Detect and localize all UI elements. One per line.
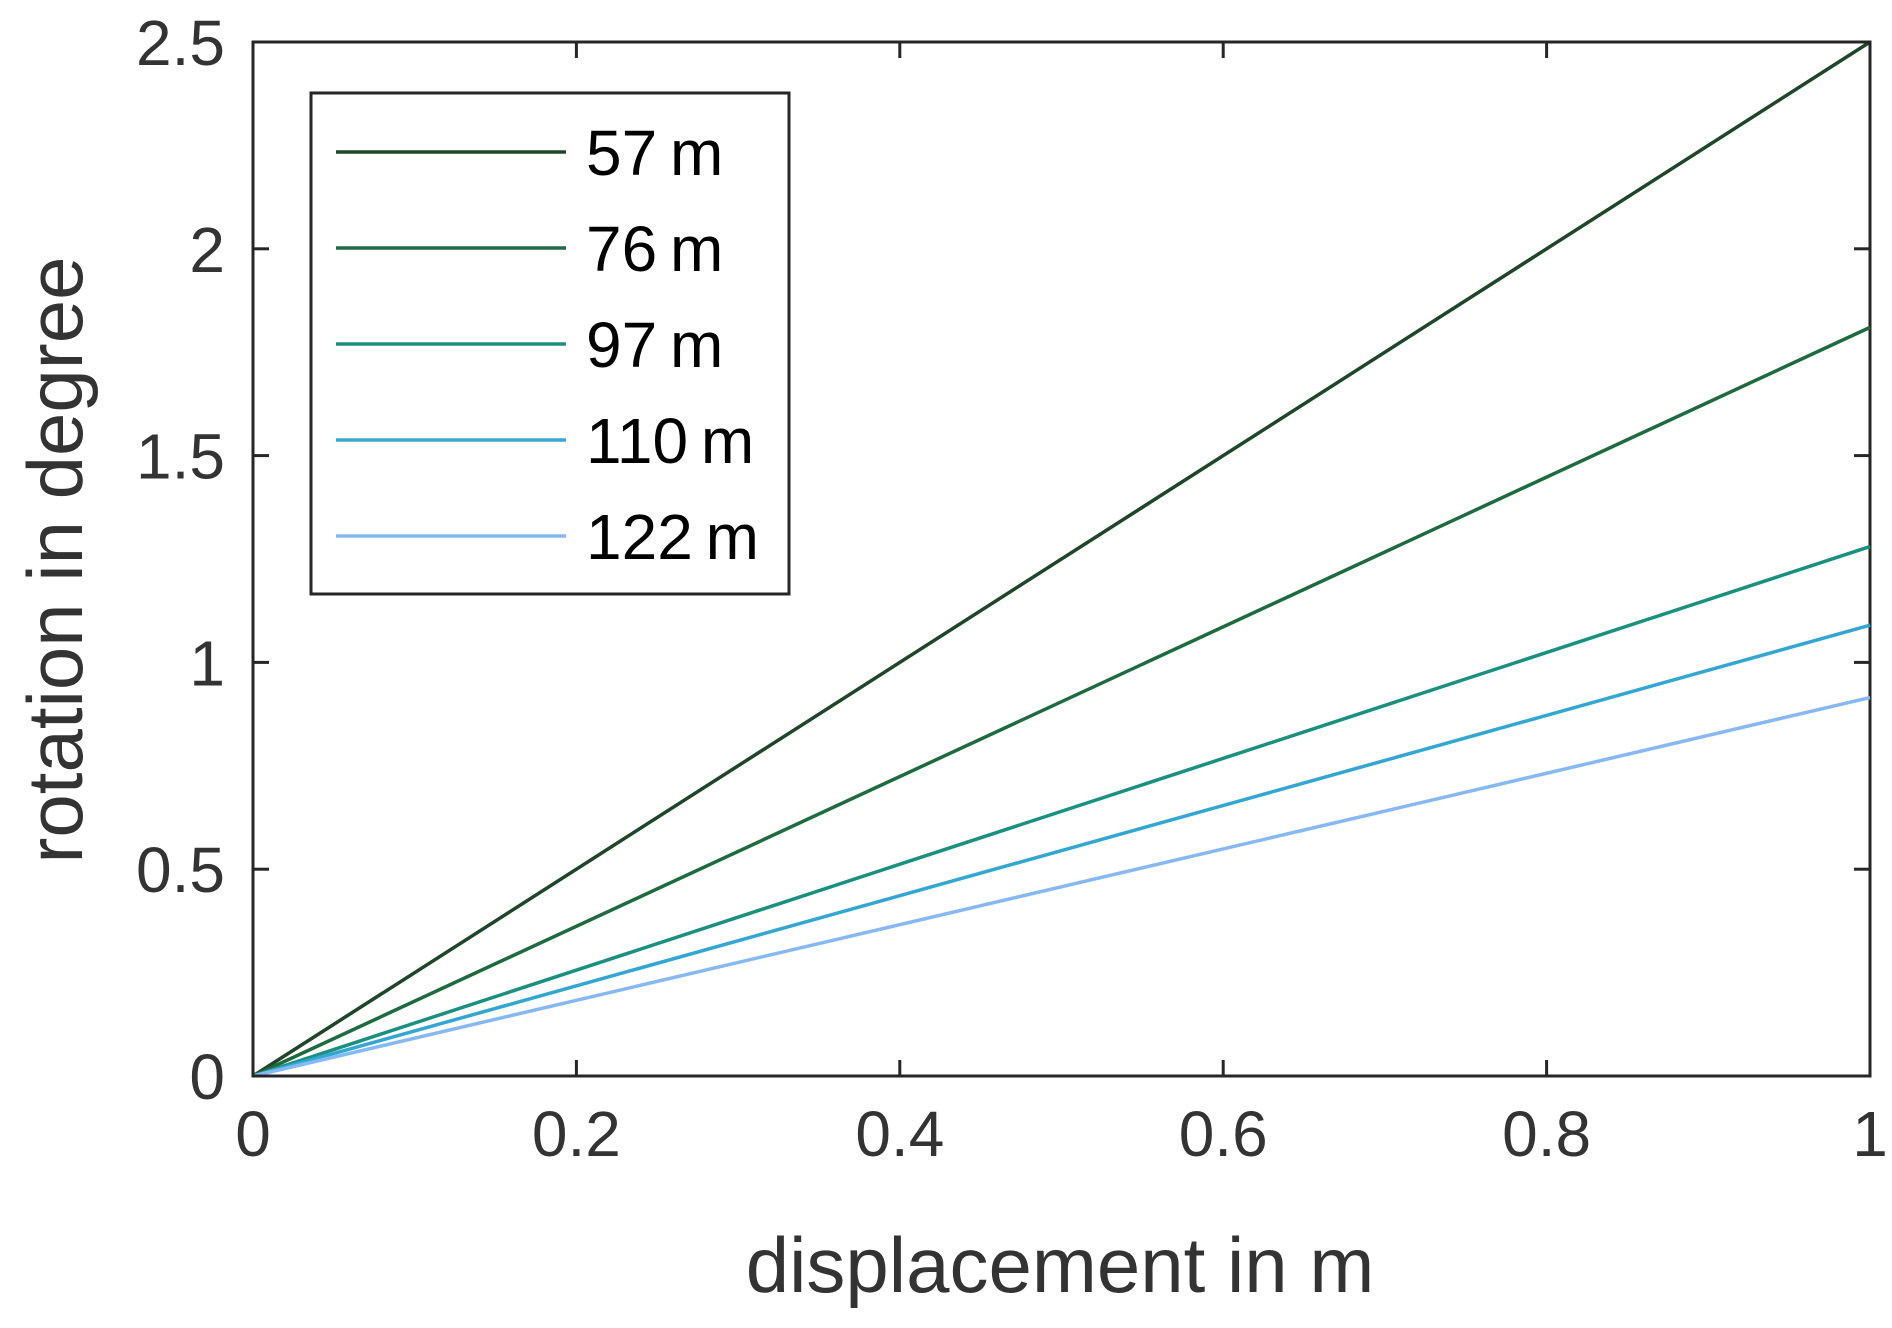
x-tick-label: 0: [235, 1098, 271, 1170]
legend-label-1: 57 m: [586, 117, 723, 189]
legend-label-2: 76 m: [586, 213, 723, 285]
legend-label-3: 97 m: [586, 309, 723, 381]
series-line-1: [252, 40, 1871, 1078]
y-tick-label: 0: [189, 1041, 225, 1113]
ticks-layer: 0 0.2 0.4 0.6 0.8 1 0 0.5 1 1.5 2 2.5: [136, 7, 1888, 1170]
y-tick-label: 2.5: [136, 7, 225, 79]
x-tick-label: 1: [1852, 1098, 1888, 1170]
y-tick-label: 1.5: [136, 421, 225, 493]
series-line-2: [252, 325, 1871, 1078]
series-layer: [252, 40, 1871, 1078]
legend-label-5: 122 m: [586, 501, 759, 573]
x-tick-label: 0.8: [1502, 1098, 1591, 1170]
series-line-5: [252, 695, 1871, 1078]
series-line-3: [252, 544, 1871, 1078]
y-tick-label: 1: [189, 627, 225, 699]
legend-label-4: 110 m: [586, 405, 754, 477]
y-tick-label: 0.5: [136, 834, 225, 906]
x-axis-title: displacement in m: [746, 1221, 1375, 1309]
legend: 57 m 76 m 97 m 110 m 122 m: [309, 91, 791, 596]
x-tick-label: 0.2: [532, 1098, 621, 1170]
y-axis-title: rotation in degree: [11, 256, 99, 863]
x-tick-label: 0.6: [1179, 1098, 1268, 1170]
series-line-4: [252, 623, 1871, 1078]
x-tick-label: 0.4: [855, 1098, 944, 1170]
y-tick-label: 2: [189, 214, 225, 286]
